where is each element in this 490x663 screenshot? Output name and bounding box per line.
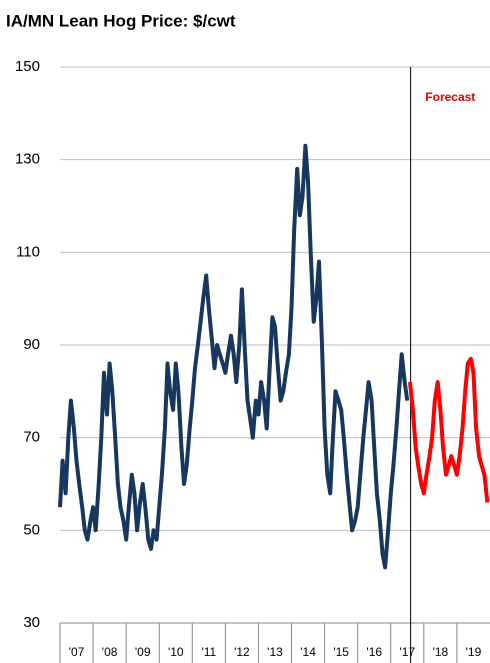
y-tick-label: 50 bbox=[23, 521, 40, 538]
x-tick-label: '17 bbox=[399, 645, 415, 659]
x-tick-label: '12 bbox=[234, 645, 250, 659]
y-tick-label: 70 bbox=[23, 429, 40, 446]
x-tick-label: '16 bbox=[366, 645, 382, 659]
x-tick-label: '18 bbox=[433, 645, 449, 659]
line-series bbox=[408, 356, 490, 503]
y-tick-label: 110 bbox=[16, 243, 40, 260]
x-tick-label: '07 bbox=[69, 645, 85, 659]
y-tick-label: 30 bbox=[23, 614, 40, 631]
x-tick-label: '08 bbox=[102, 645, 118, 659]
y-tick-label: 150 bbox=[15, 58, 40, 75]
annotation: Forecast bbox=[425, 90, 475, 104]
x-tick-label: '09 bbox=[135, 645, 151, 659]
chart-title: IA/MN Lean Hog Price: $/cwt bbox=[6, 11, 236, 30]
line-series bbox=[58, 143, 410, 570]
x-tick-label: '14 bbox=[300, 645, 316, 659]
x-tick-label: '10 bbox=[168, 645, 184, 659]
x-tick-label: '15 bbox=[333, 645, 349, 659]
x-tick-label: '11 bbox=[201, 645, 216, 659]
y-tick-label: 130 bbox=[15, 151, 40, 168]
y-tick-label: 90 bbox=[23, 336, 40, 353]
x-tick-label: '13 bbox=[267, 645, 283, 659]
x-tick-label: '19 bbox=[466, 645, 482, 659]
